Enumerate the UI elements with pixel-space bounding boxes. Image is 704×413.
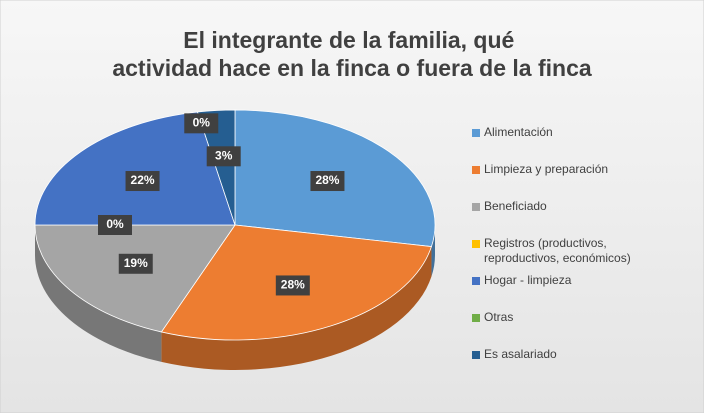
- chart-title: El integrante de la familia, qué activid…: [112, 27, 592, 81]
- legend-label: Otras: [484, 310, 513, 324]
- slice: [196, 109, 236, 226]
- legend-label: Es asalariado: [484, 347, 557, 361]
- legend-label: Beneficiado: [484, 199, 547, 213]
- legend-swatch: [472, 240, 480, 248]
- slice-side: [34, 225, 162, 362]
- legend-swatch: [472, 129, 480, 137]
- data-label: 22%: [131, 173, 155, 187]
- slice: [34, 111, 236, 226]
- data-label: 28%: [281, 278, 305, 292]
- data-label-box: [125, 171, 160, 192]
- legend-label: Alimentación: [484, 125, 553, 139]
- legend-swatch: [472, 351, 480, 359]
- data-label-box: [98, 215, 132, 235]
- legend-swatch: [472, 166, 480, 174]
- legend-line: Registros (productivos,: [484, 236, 607, 250]
- data-label: 28%: [315, 173, 339, 187]
- data-label: 0%: [193, 116, 211, 130]
- legend-label: Registros (productivos, reproductivos, ec…: [484, 236, 631, 265]
- data-label: 19%: [124, 256, 148, 270]
- data-label-box: [310, 171, 345, 192]
- legend-line: reproductivos, económicos): [484, 251, 631, 265]
- title-line: actividad hace en la finca o fuera de la…: [112, 55, 592, 81]
- data-label-box: [118, 253, 153, 274]
- legend-label: Limpieza y preparación: [484, 162, 608, 176]
- legend-swatch: [472, 277, 480, 285]
- data-label: 3%: [215, 148, 233, 162]
- data-label-box: [275, 275, 310, 296]
- legend-label: Hogar - limpieza: [484, 273, 572, 287]
- data-label: 0%: [106, 217, 124, 231]
- legend-swatch: [472, 314, 480, 322]
- slice-side: [161, 246, 432, 370]
- data-label-box: [184, 113, 219, 134]
- data-label-box: [206, 146, 241, 167]
- legend-swatch: [472, 203, 480, 211]
- slice: [34, 224, 236, 333]
- title-line: El integrante de la familia, qué: [183, 27, 514, 53]
